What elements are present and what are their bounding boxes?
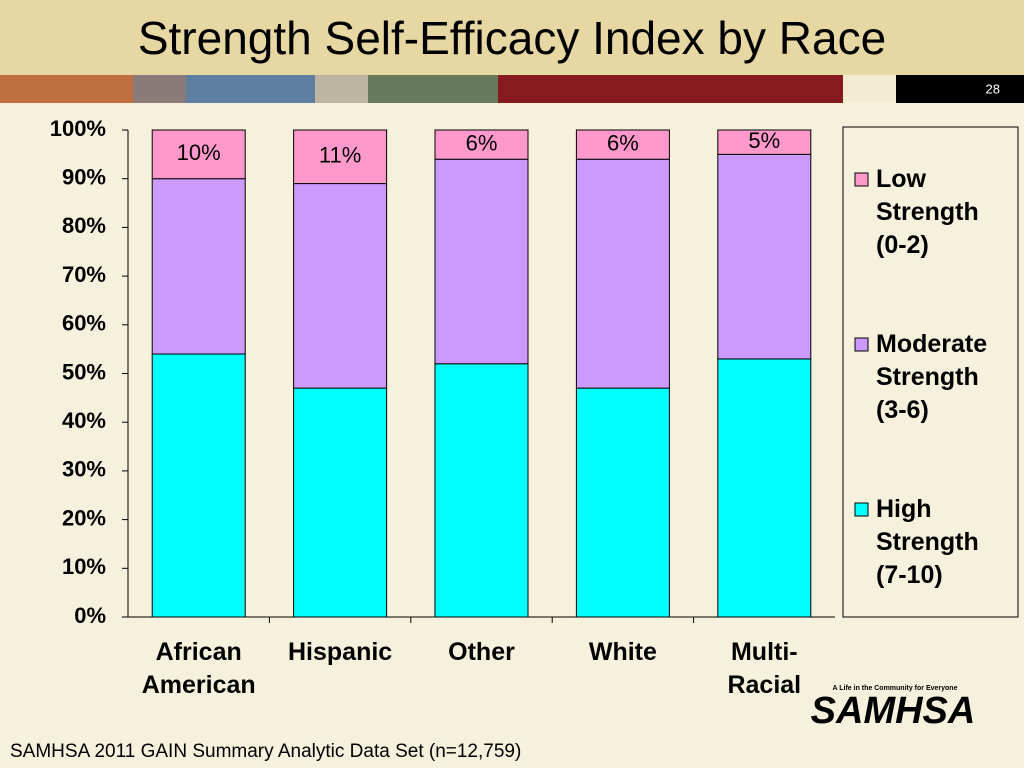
slide-number: 28 <box>986 81 1000 96</box>
y-tick-label: 30% <box>62 457 106 482</box>
y-tick-label: 10% <box>62 554 106 579</box>
stripe <box>0 75 133 103</box>
title-band <box>0 0 1024 75</box>
y-tick-label: 70% <box>62 262 106 287</box>
footer: SAMHSA 2011 GAIN Summary Analytic Data S… <box>10 741 521 762</box>
y-tick-label: 80% <box>62 213 106 238</box>
data-label: 10% <box>177 140 221 165</box>
legend-label: Moderate Strength (3-6) <box>876 330 988 424</box>
x-tick-label: Hispanic <box>287 638 393 666</box>
stripe <box>186 75 315 103</box>
stripe <box>896 75 1024 103</box>
legend-swatch <box>854 172 869 187</box>
legend-swatch <box>854 502 869 517</box>
y-tick-label: 40% <box>62 408 106 433</box>
stripe <box>843 75 896 103</box>
data-label: 5% <box>748 128 780 153</box>
y-tick-label: 20% <box>62 505 106 530</box>
y-tick-label: 100% <box>50 116 106 141</box>
bar-segment <box>293 183 388 389</box>
y-tick-label: 50% <box>62 359 106 384</box>
y-tick-label: 0% <box>74 603 106 628</box>
bar-segment <box>717 358 812 618</box>
bar-segment <box>434 129 529 160</box>
bar-segment <box>151 353 246 618</box>
bar-segment <box>717 129 812 155</box>
stripe <box>315 75 368 103</box>
logo-tagline: A Life in the Community for Everyone <box>833 685 958 692</box>
legend-label: High Strength (7-10) <box>876 495 979 589</box>
stripe <box>133 75 186 103</box>
stripe <box>368 75 498 103</box>
legend-box <box>842 126 1019 618</box>
bar-segment <box>151 129 246 180</box>
data-label: 6% <box>607 130 639 155</box>
data-label: 11% <box>319 143 361 168</box>
bar-segment <box>575 129 670 160</box>
legend-swatch <box>854 337 869 352</box>
x-tick-label: White <box>588 638 657 666</box>
chart-title: Strength Self-Efficacy Index by Race <box>138 12 886 64</box>
stripe <box>498 75 843 103</box>
x-tick-label: Multi-Racial <box>727 638 802 699</box>
bar-segment <box>575 387 670 618</box>
x-tick-label: Other <box>448 638 515 666</box>
x-tick-label: African American <box>141 638 256 699</box>
bar-segment <box>293 387 388 618</box>
bar-segment <box>575 158 670 389</box>
y-tick-label: 90% <box>62 165 106 190</box>
logo-name: SAMHSA <box>811 690 976 732</box>
bar-segment <box>434 363 529 618</box>
legend-label: Low Strength (0-2) <box>876 165 979 259</box>
y-tick-label: 60% <box>62 311 106 336</box>
bar-segment <box>717 153 812 360</box>
data-label: 6% <box>466 130 498 155</box>
bar-segment <box>293 129 388 185</box>
bar-segment <box>434 158 529 365</box>
bar-segment <box>151 178 246 355</box>
